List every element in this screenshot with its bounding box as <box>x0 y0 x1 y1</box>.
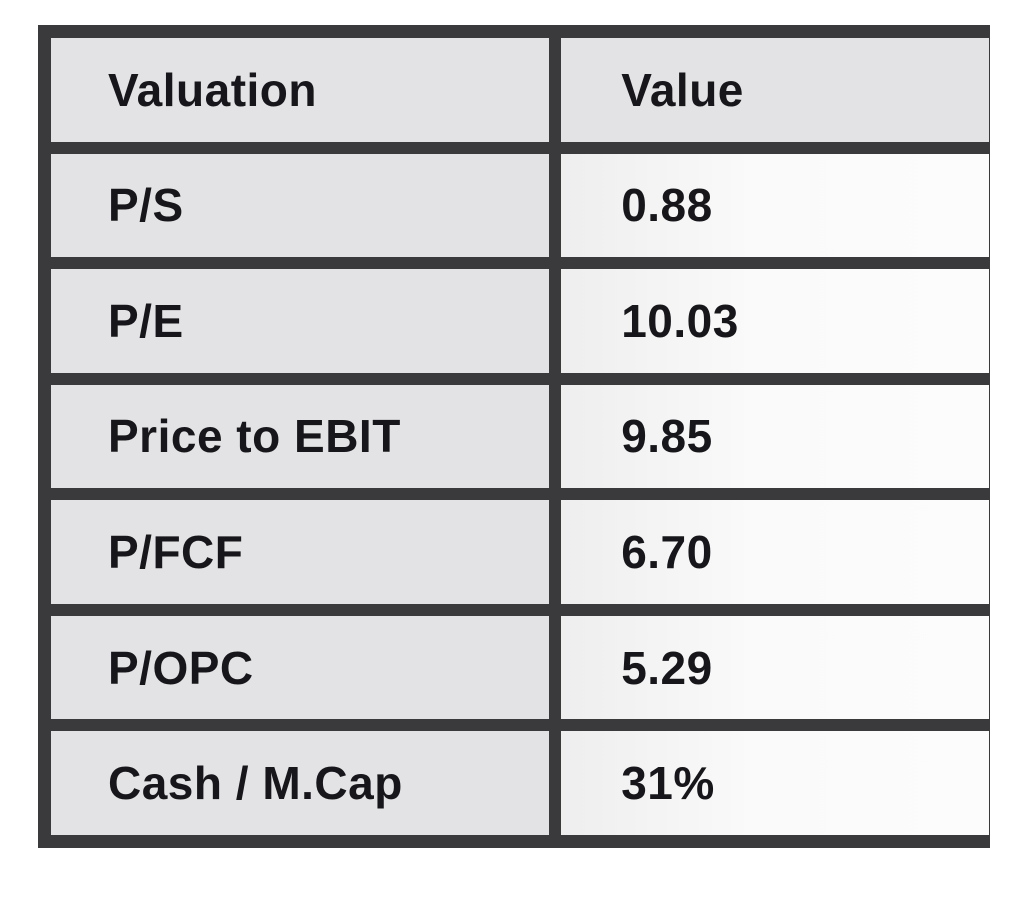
row-value-cell: 10.03 <box>561 269 989 373</box>
metric-name: P/S <box>108 179 184 232</box>
row-label-cell: P/S <box>51 153 550 258</box>
row-label-cell: Cash / M.Cap <box>51 731 550 835</box>
column-header-valuation: Valuation <box>51 38 550 142</box>
row-value-cell: 0.88 <box>561 153 989 258</box>
metric-name: P/OPC <box>108 641 254 694</box>
row-label-cell: P/FCF <box>51 500 550 604</box>
metric-value: 5.29 <box>621 641 713 694</box>
row-value-cell: 9.85 <box>561 384 989 489</box>
row-label-cell: P/OPC <box>51 615 550 720</box>
row-label-cell: P/E <box>51 269 550 373</box>
metric-name: P/E <box>108 294 184 347</box>
metric-value: 9.85 <box>621 410 713 463</box>
column-header-valuation-label: Valuation <box>108 63 317 116</box>
metric-name: Price to EBIT <box>108 410 401 463</box>
column-header-value-label: Value <box>621 63 744 116</box>
row-value-cell: 31% <box>561 731 989 835</box>
column-header-value: Value <box>561 38 989 142</box>
metric-name: P/FCF <box>108 526 244 579</box>
metric-value: 0.88 <box>621 179 713 232</box>
row-value-cell: 6.70 <box>561 500 989 604</box>
metric-value: 10.03 <box>621 294 739 347</box>
valuation-table: Valuation Value P/S 0.88 P/E 10.03 Price… <box>38 25 990 848</box>
row-value-cell: 5.29 <box>561 615 989 720</box>
row-label-cell: Price to EBIT <box>51 384 550 489</box>
metric-value: 31% <box>621 757 715 810</box>
metric-value: 6.70 <box>621 526 713 579</box>
metric-name: Cash / M.Cap <box>108 757 403 810</box>
